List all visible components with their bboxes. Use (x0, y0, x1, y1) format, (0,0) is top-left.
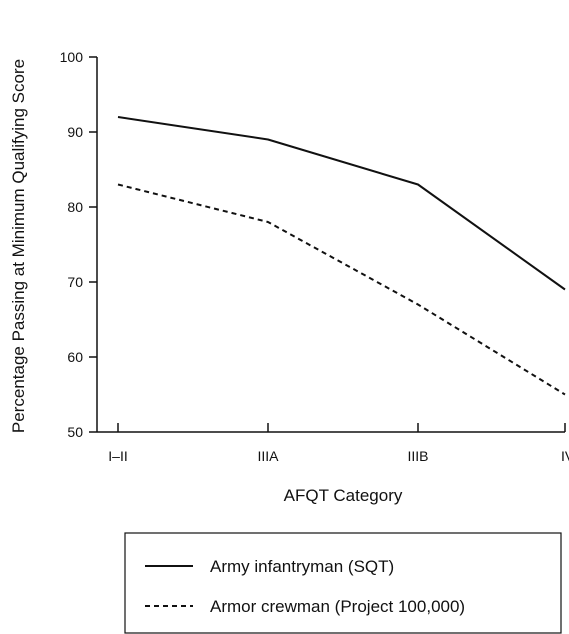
x-tick-label: IIIA (257, 448, 279, 464)
x-tick-label: I–II (108, 448, 127, 464)
legend: Army infantryman (SQT) Armor crewman (Pr… (124, 532, 562, 634)
x-axis-title: AFQT Category (284, 486, 403, 505)
series-lines (117, 116, 566, 396)
axes (96, 57, 565, 433)
y-tick-label: 90 (67, 124, 83, 140)
y-tick-label: 50 (67, 424, 83, 440)
y-tick-label: 100 (60, 49, 84, 65)
legend-label-infantryman: Army infantryman (SQT) (210, 557, 394, 576)
x-axis-ticks: I–II IIIA IIIB IV (108, 423, 569, 464)
y-tick-label: 80 (67, 199, 83, 215)
x-tick-label: IIIB (407, 448, 428, 464)
y-tick-label: 70 (67, 274, 83, 290)
legend-box (124, 532, 562, 634)
y-tick-label: 60 (67, 349, 83, 365)
series-line-crewman (117, 183, 566, 396)
y-axis-ticks: 50 60 70 80 90 100 (60, 49, 97, 440)
y-axis-title: Percentage Passing at Minimum Qualifying… (9, 59, 28, 433)
series-line-infantryman (117, 116, 566, 291)
x-tick-label: IV (561, 448, 569, 464)
legend-label-crewman: Armor crewman (Project 100,000) (210, 597, 465, 616)
